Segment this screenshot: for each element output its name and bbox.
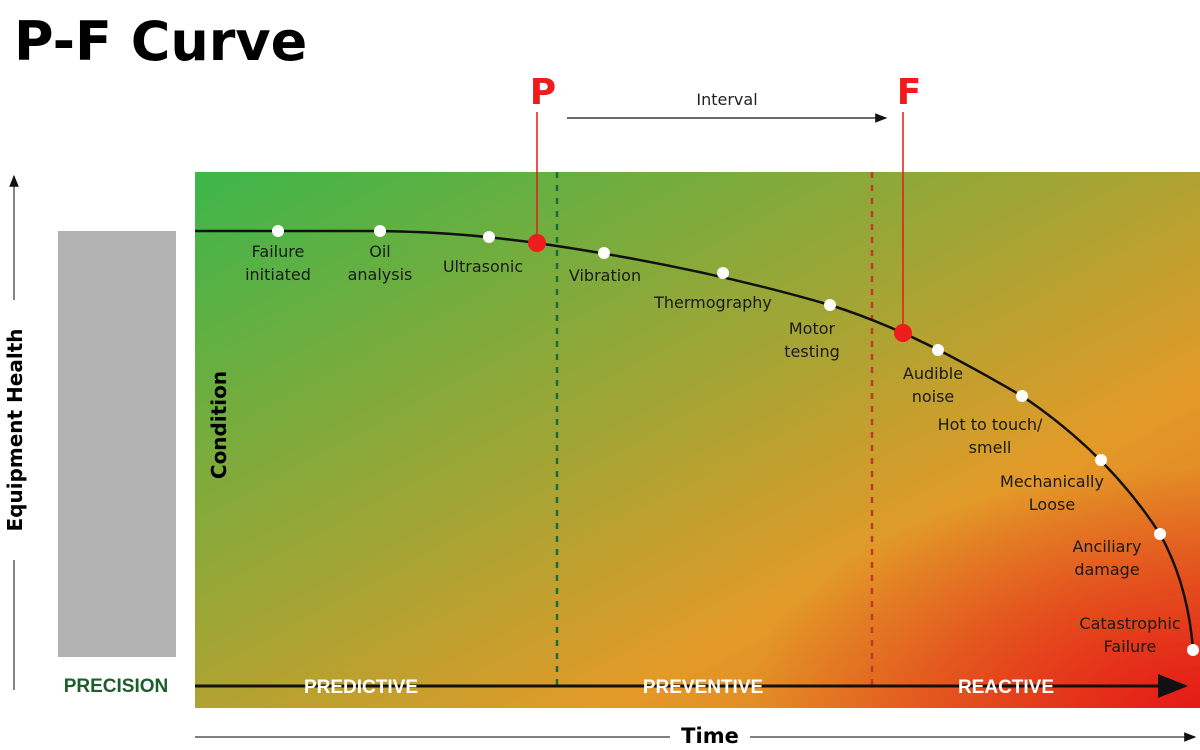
curve-point xyxy=(1016,390,1028,402)
point-label-line: Mechanically xyxy=(1000,472,1104,491)
point-label: Anciliary damage xyxy=(1072,537,1141,579)
p-label: P xyxy=(530,72,556,113)
zone-label-preventive: PREVENTIVE xyxy=(643,677,763,698)
curve-point xyxy=(824,299,836,311)
point-label-line: Vibration xyxy=(569,266,641,285)
point-label-line: initiated xyxy=(245,265,311,284)
curve-point xyxy=(932,344,944,356)
y-axis-label: Equipment Health xyxy=(3,328,27,531)
point-label-line: Failure xyxy=(1104,637,1157,656)
point-label: Oil analysis xyxy=(348,242,413,284)
point-label-line: Ultrasonic xyxy=(443,257,523,276)
f-label: F xyxy=(897,72,922,113)
x-axis-label: Time xyxy=(681,724,739,748)
point-label: Thermography xyxy=(653,293,772,312)
point-label-line: noise xyxy=(912,387,955,406)
point-label: Ultrasonic xyxy=(443,257,523,276)
curve-point xyxy=(717,267,729,279)
curve-point xyxy=(598,247,610,259)
page-title: P-F Curve xyxy=(14,10,307,73)
point-label-line: Audible xyxy=(903,364,963,383)
red-zone-overlay xyxy=(195,172,1200,708)
curve-point xyxy=(374,225,386,237)
point-label-line: Thermography xyxy=(653,293,772,312)
curve-point xyxy=(1154,528,1166,540)
point-label-line: smell xyxy=(969,438,1012,457)
point-label-line: Oil xyxy=(369,242,390,261)
precision-label: PRECISION xyxy=(64,676,169,697)
curve-point xyxy=(483,231,495,243)
point-label: Vibration xyxy=(569,266,641,285)
f-marker xyxy=(894,324,912,342)
p-marker xyxy=(528,234,546,252)
point-label: Motor testing xyxy=(784,319,839,361)
point-label: Mechanically Loose xyxy=(1000,472,1104,514)
point-label: Hot to touch/smell xyxy=(938,415,1043,457)
point-label: Catastrophic Failure xyxy=(1079,614,1180,656)
zone-label-reactive: REACTIVE xyxy=(958,677,1054,698)
curve-point xyxy=(272,225,284,237)
point-label-line: testing xyxy=(784,342,839,361)
point-label-line: Hot to touch/ xyxy=(938,415,1043,434)
point-label-line: Anciliary xyxy=(1072,537,1141,556)
curve-point xyxy=(1187,644,1199,656)
point-label-line: Failure xyxy=(252,242,305,261)
point-label-line: Motor xyxy=(789,319,836,338)
curve-point xyxy=(1095,454,1107,466)
point-label-line: analysis xyxy=(348,265,413,284)
interval-label: Interval xyxy=(696,90,757,109)
point-label-line: damage xyxy=(1074,560,1139,579)
point-label: Audible noise xyxy=(903,364,963,406)
point-label-line: Loose xyxy=(1029,495,1075,514)
condition-label: Condition xyxy=(207,371,231,479)
zone-label-predictive: PREDICTIVE xyxy=(304,677,418,698)
point-label-line: Catastrophic xyxy=(1079,614,1180,633)
precision-bar xyxy=(58,231,176,657)
point-label: Failure initiated xyxy=(245,242,311,284)
